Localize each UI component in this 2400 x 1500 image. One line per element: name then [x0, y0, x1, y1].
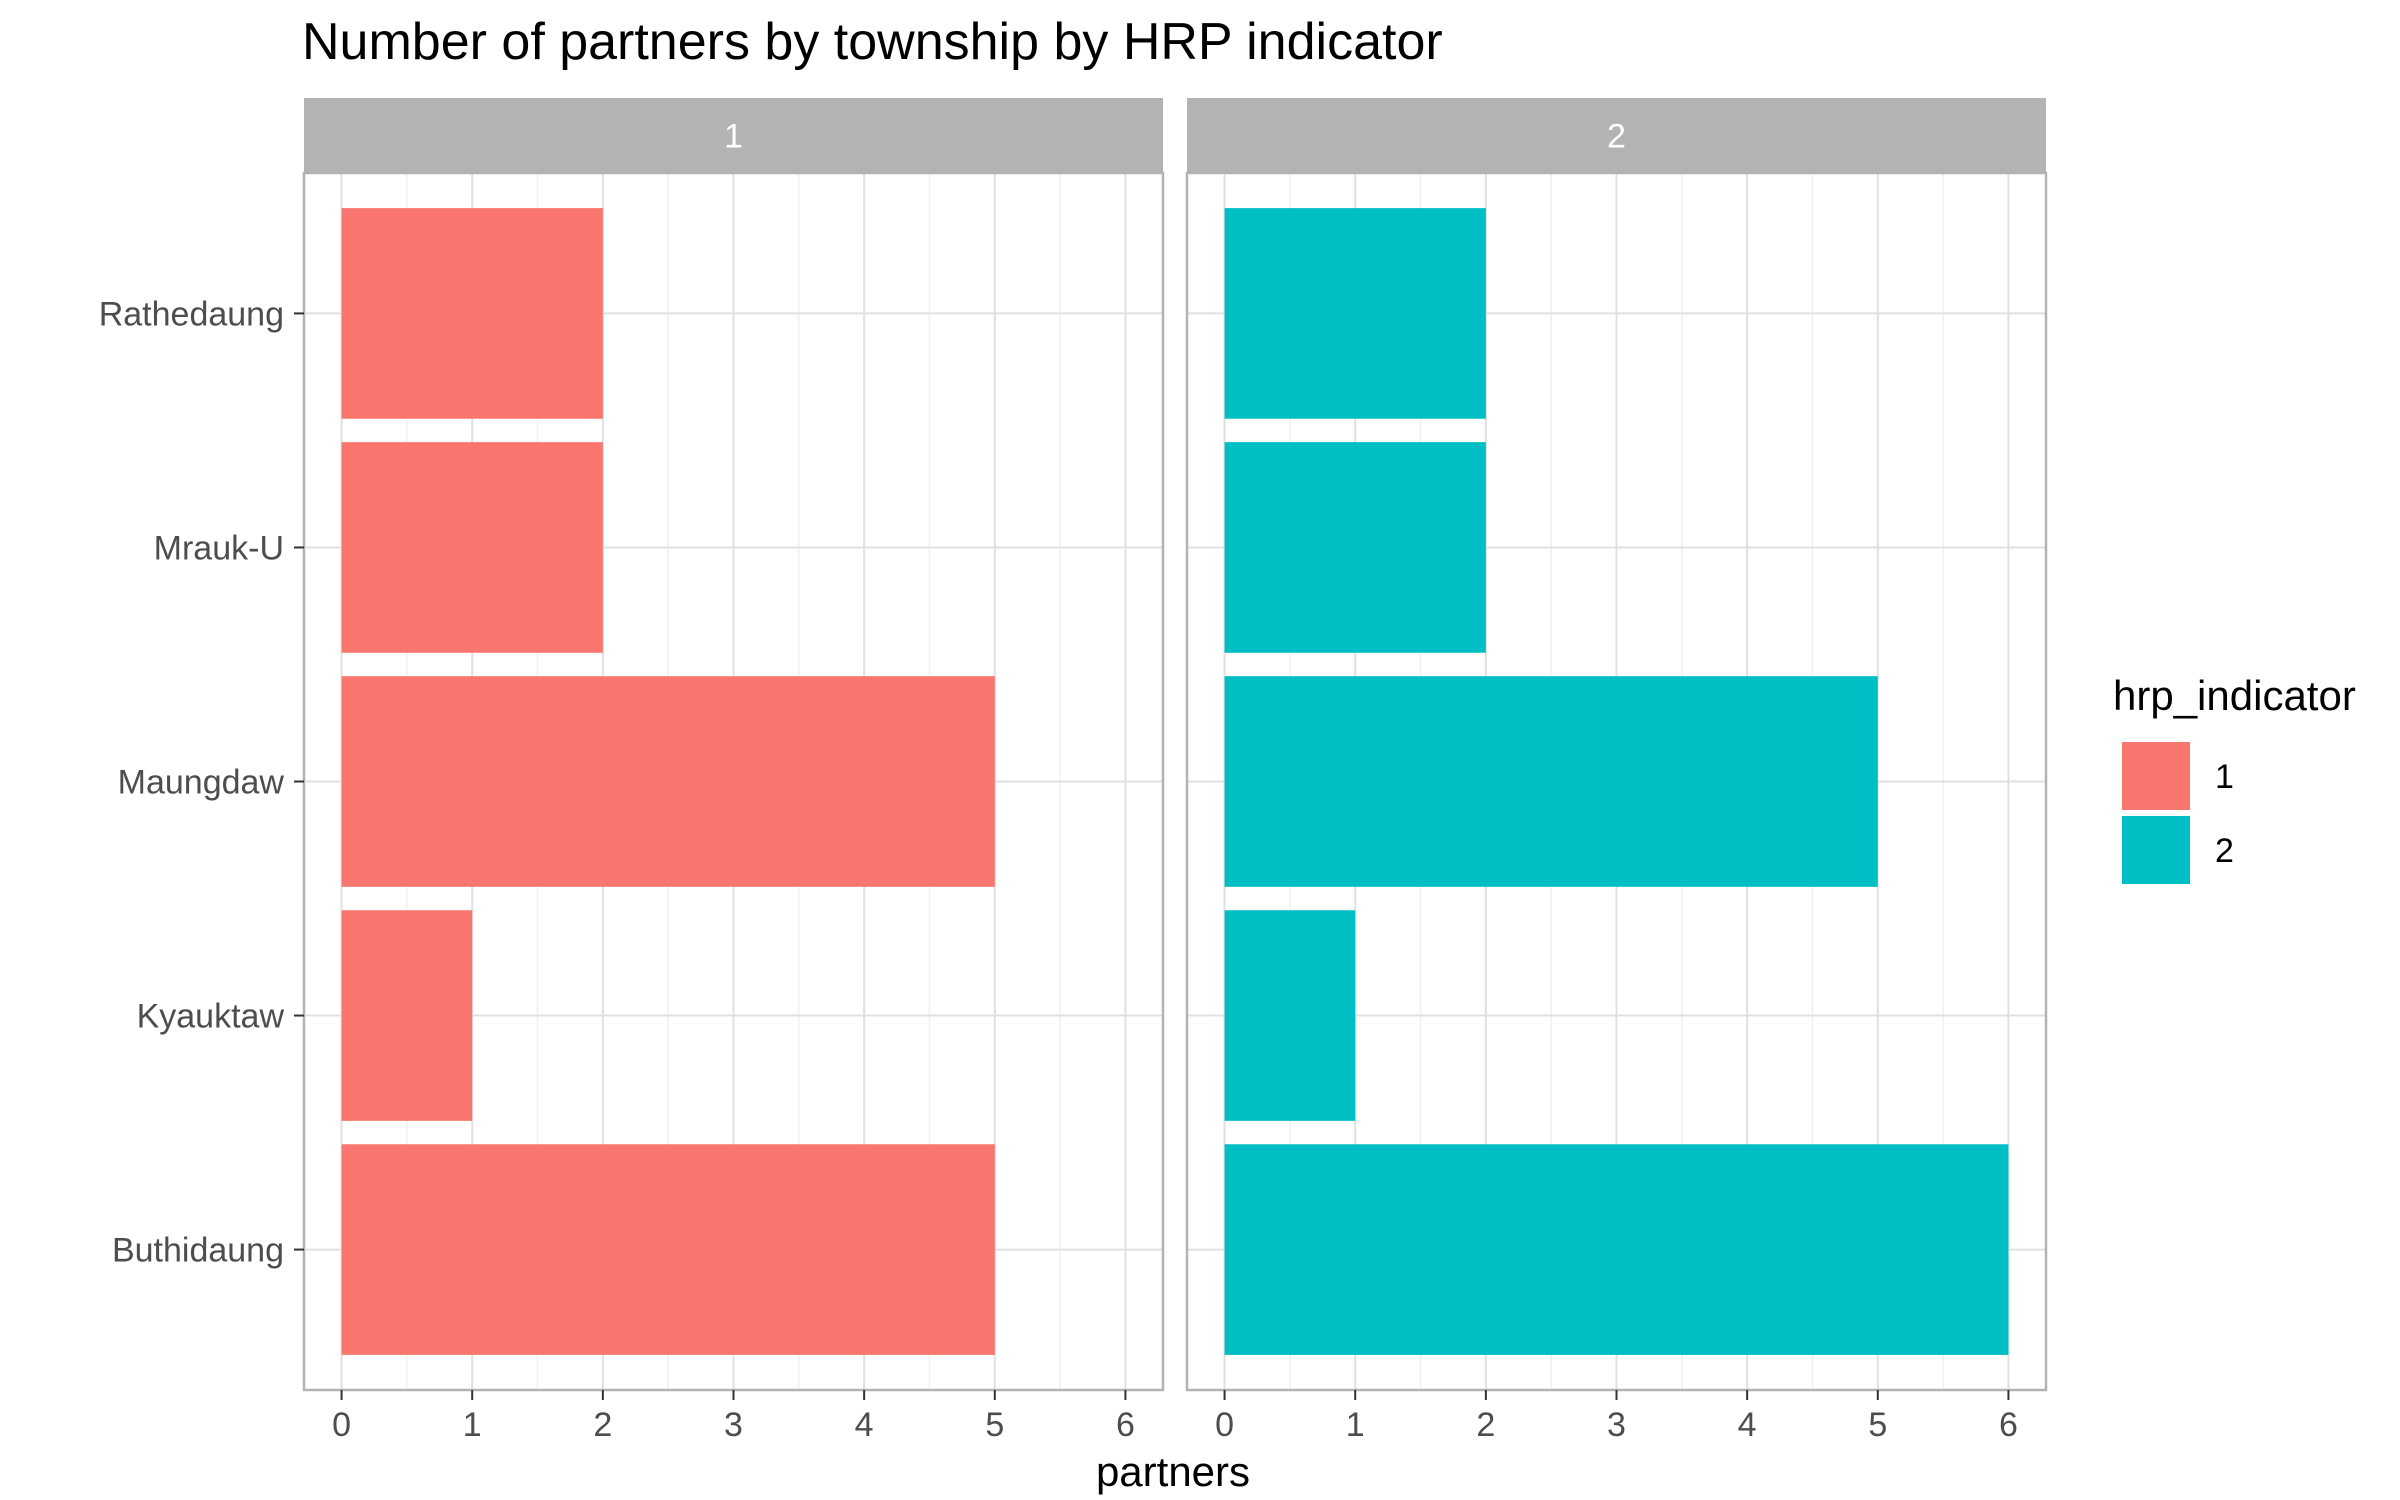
- chart-title: Number of partners by township by HRP in…: [302, 13, 1443, 71]
- y-tick-label: Mrauk-U: [154, 529, 284, 567]
- bar-Rathedaung-1: [341, 208, 603, 419]
- x-tick-label: 4: [1738, 1406, 1757, 1444]
- facet-strip: [304, 98, 1163, 173]
- bar-Kyauktaw-1: [341, 910, 473, 1121]
- x-tick-label: 4: [855, 1406, 874, 1444]
- legend-label-2: 2: [2215, 832, 2234, 870]
- x-tick-label: 2: [593, 1406, 612, 1444]
- bar-Kyauktaw-2: [1224, 910, 1356, 1121]
- facet-panel-1: 1 0 1 2 3 4 5 6: [302, 98, 1165, 1444]
- facet-panel-2: 2 0 1 2 3 4 5 6: [1185, 98, 2048, 1444]
- bar-Mrauk-U-1: [341, 442, 603, 653]
- legend: hrp_indicator 1 2: [2113, 672, 2356, 884]
- facet-strip: [1187, 98, 2046, 173]
- facet-strip-label: 1: [724, 118, 743, 156]
- x-axis-title: partners: [1096, 1448, 1250, 1495]
- x-tick-label: 6: [1116, 1406, 1135, 1444]
- y-tick-label: Buthidaung: [112, 1232, 284, 1270]
- bar-Maungdaw-1: [341, 676, 995, 887]
- legend-label-1: 1: [2215, 758, 2234, 796]
- legend-swatch-2: [2122, 816, 2190, 884]
- bar-Maungdaw-2: [1224, 676, 1878, 887]
- x-tick-label: 0: [1215, 1406, 1234, 1444]
- bar-Buthidaung-1: [341, 1144, 995, 1355]
- x-tick-label: 5: [1868, 1406, 1887, 1444]
- y-axis: Rathedaung Mrauk-U Maungdaw Kyauktaw Buthida…: [99, 295, 304, 1270]
- facet-panels: 1 0 1 2 3 4 5 6 2 0 1 2 3 4 5 6: [302, 98, 2048, 1444]
- bar-Mrauk-U-2: [1224, 442, 1486, 653]
- x-tick-label: 0: [332, 1406, 351, 1444]
- x-tick-label: 3: [724, 1406, 743, 1444]
- x-tick-label: 1: [463, 1406, 482, 1444]
- bar-Rathedaung-2: [1224, 208, 1486, 419]
- y-tick-label: Rathedaung: [99, 295, 284, 333]
- x-tick-label: 5: [985, 1406, 1004, 1444]
- y-tick-label: Maungdaw: [118, 764, 285, 802]
- legend-title: hrp_indicator: [2113, 672, 2356, 719]
- bar-Buthidaung-2: [1224, 1144, 2009, 1355]
- facet-strip-label: 2: [1607, 118, 1626, 156]
- x-tick-label: 3: [1607, 1406, 1626, 1444]
- x-tick-label: 2: [1476, 1406, 1495, 1444]
- x-tick-label: 6: [1999, 1406, 2018, 1444]
- legend-swatch-1: [2122, 742, 2190, 810]
- y-tick-label: Kyauktaw: [137, 998, 285, 1036]
- x-tick-label: 1: [1346, 1406, 1365, 1444]
